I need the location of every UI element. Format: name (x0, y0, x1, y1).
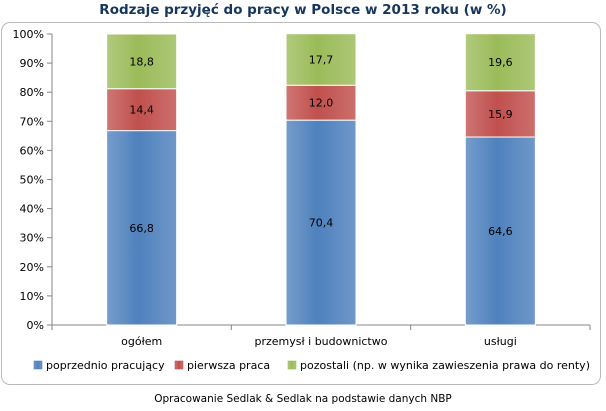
y-tick-label: 40% (20, 203, 44, 216)
legend-label: pozostali (np. w wynika zawieszenia praw… (300, 359, 590, 372)
data-label: 18,8 (129, 55, 154, 68)
y-tick-label: 0% (27, 319, 44, 332)
bar-segment (106, 33, 178, 90)
y-tick-label: 10% (20, 290, 44, 303)
y-tick-label: 80% (20, 86, 44, 99)
y-tick-label: 90% (20, 57, 44, 70)
source-note: Opracowanie Sedlak & Sedlak na podstawie… (154, 393, 452, 405)
x-tick-label: przemysł i budownictwo (255, 335, 388, 348)
y-tick-label: 100% (13, 28, 44, 41)
bar-segment (464, 136, 536, 326)
bar-segment (285, 33, 357, 86)
bar-segment (464, 90, 536, 138)
legend-label: pierwsza praca (187, 359, 270, 372)
data-label: 14,4 (129, 104, 154, 117)
data-label: 19,6 (488, 56, 513, 69)
data-label: 66,8 (129, 222, 154, 235)
bar-segment (106, 88, 178, 132)
y-tick-label: 50% (20, 174, 44, 187)
data-label: 12,0 (309, 97, 334, 110)
data-label: 64,6 (488, 225, 513, 238)
legend-swatch (174, 360, 184, 370)
bar-segment (285, 119, 357, 326)
data-label: 70,4 (309, 217, 334, 230)
y-tick-label: 60% (20, 144, 44, 157)
x-tick-label: ogółem (121, 335, 162, 348)
legend-label: poprzednio pracujący (46, 359, 165, 372)
chart-title: Rodzaje przyjęć do pracy w Polsce w 2013… (99, 2, 507, 18)
y-tick-label: 30% (20, 232, 44, 245)
bar-segment (106, 130, 178, 326)
bar-segment (285, 84, 357, 121)
x-tick-label: usługi (484, 335, 517, 348)
legend-swatch (287, 360, 297, 370)
legend-swatch (33, 360, 43, 370)
y-tick-label: 20% (20, 261, 44, 274)
data-label: 17,7 (309, 53, 334, 66)
data-label: 15,9 (488, 108, 513, 121)
bar-segment (464, 33, 536, 92)
y-tick-label: 70% (20, 115, 44, 128)
